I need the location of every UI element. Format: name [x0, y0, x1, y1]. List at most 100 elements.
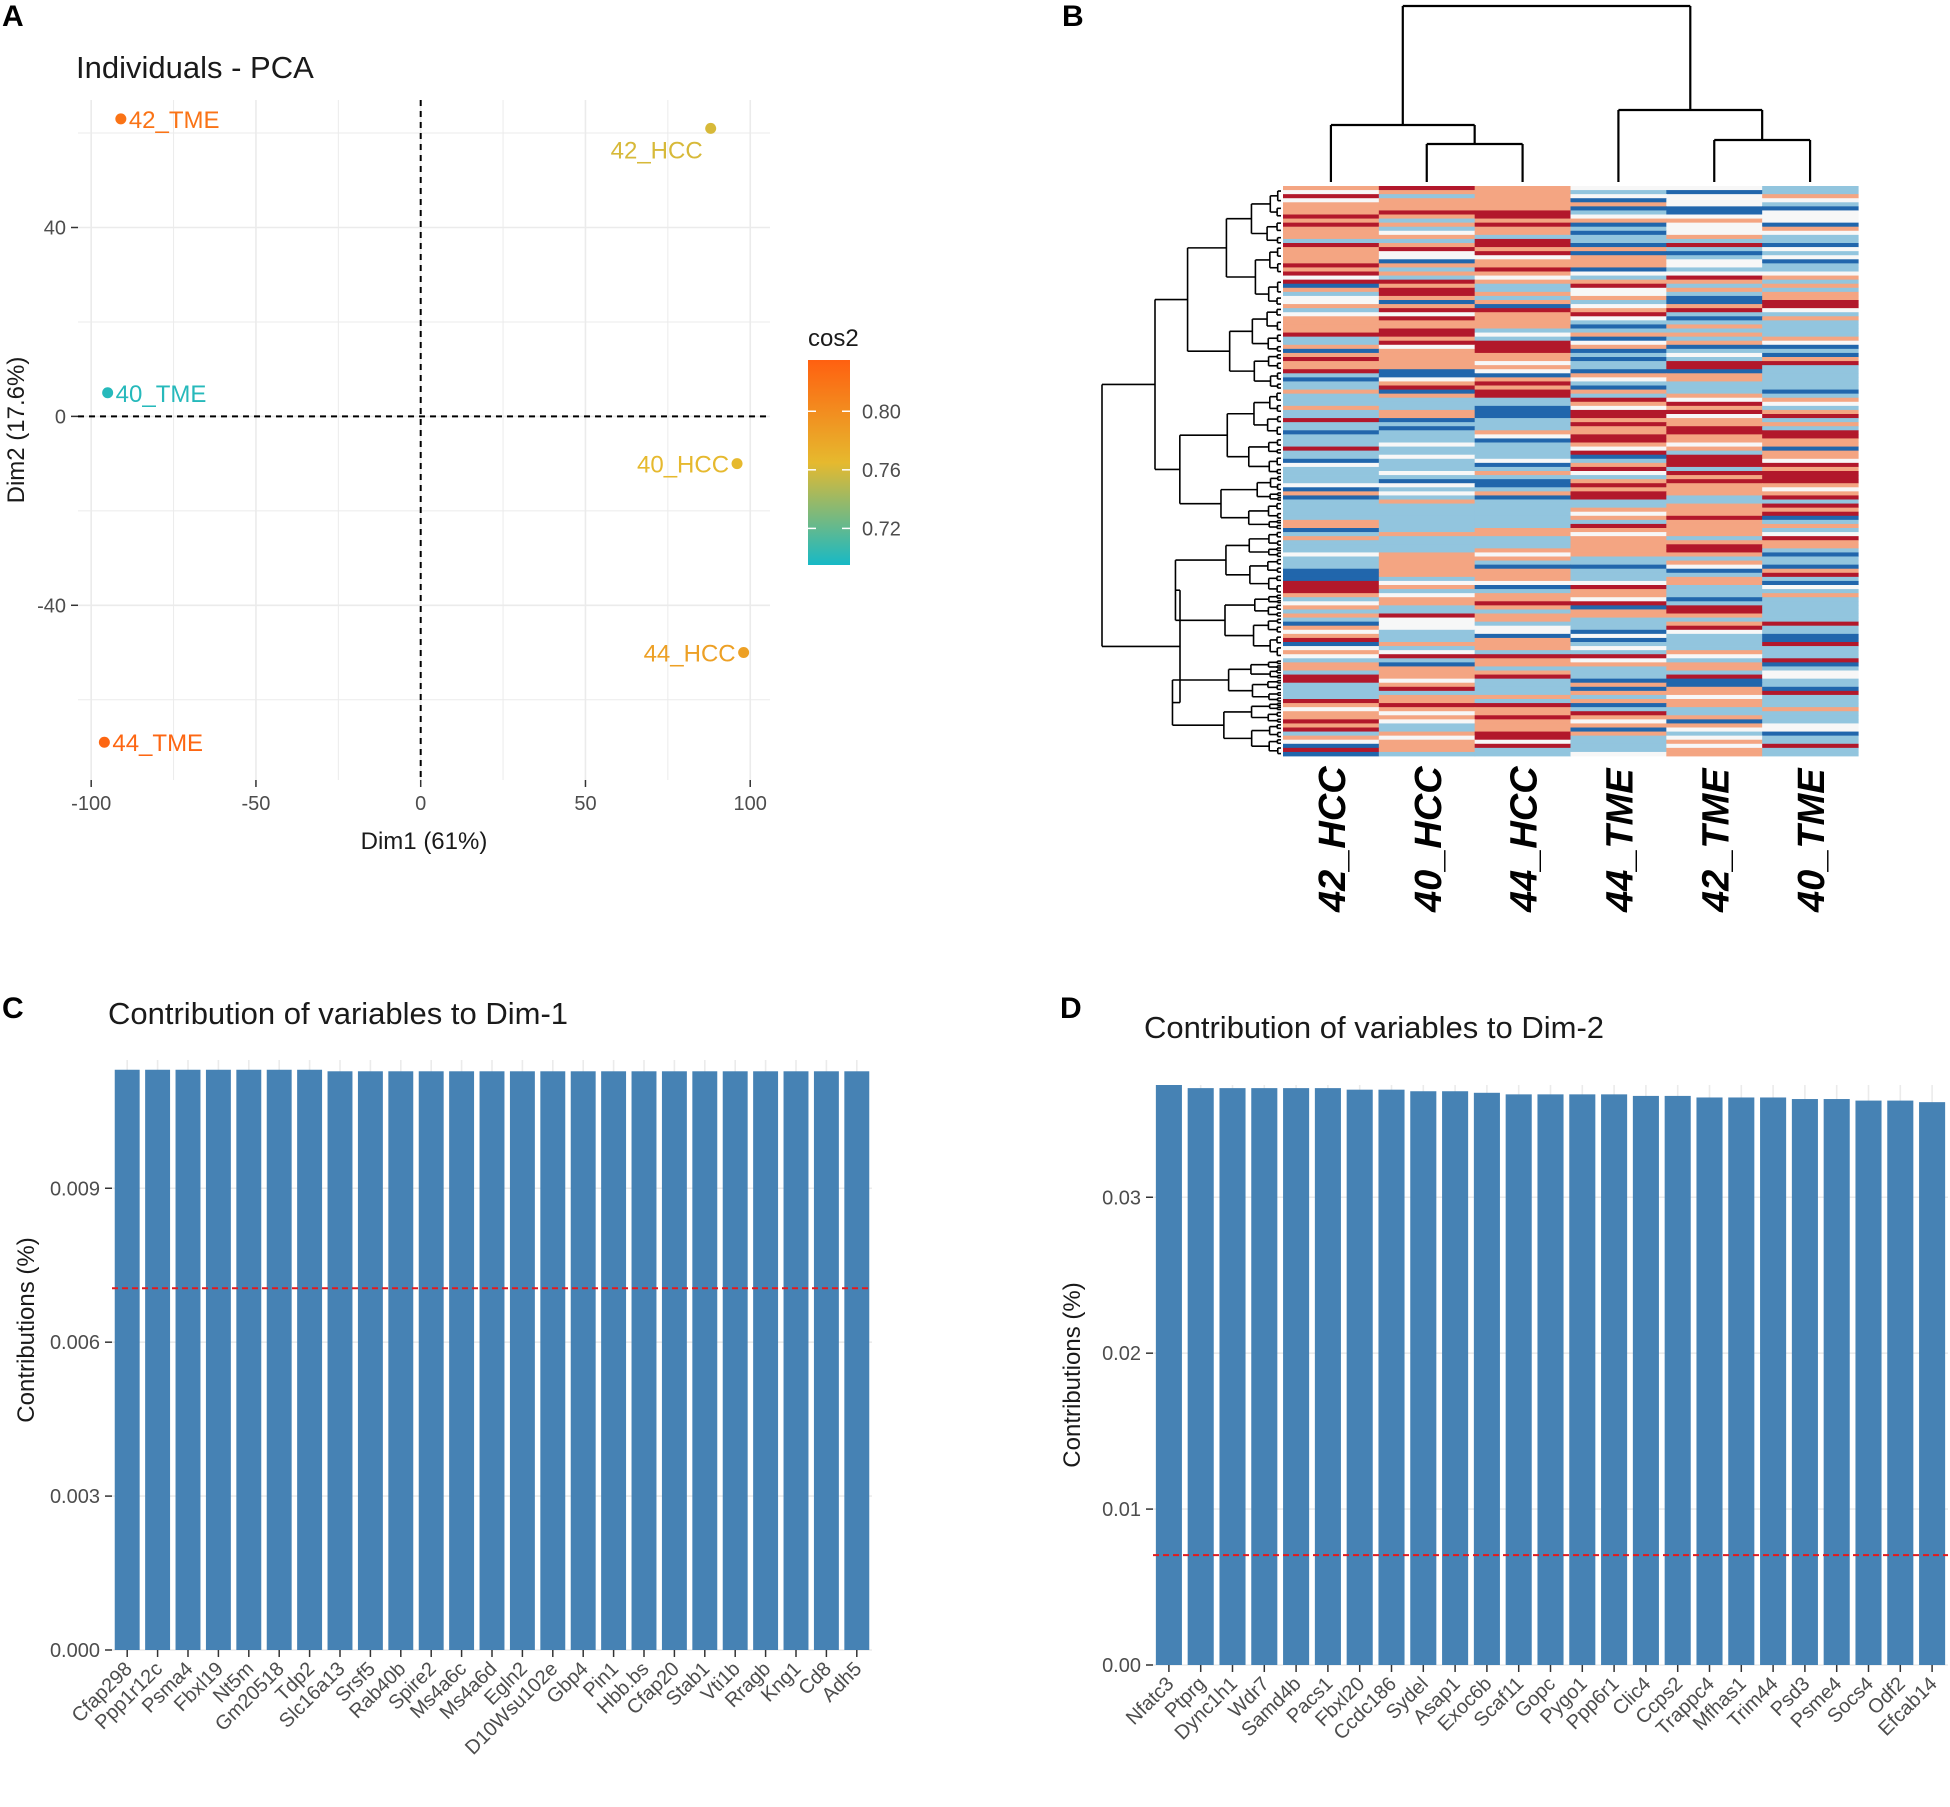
heatmap-cell — [1666, 625, 1763, 631]
heatmap-cell — [1666, 723, 1763, 728]
heatmap-cell — [1570, 637, 1667, 643]
heatmap-cell — [1283, 711, 1380, 716]
heatmap-cell — [1378, 389, 1476, 395]
heatmap-cell — [1762, 642, 1859, 647]
heatmap-cell — [1666, 405, 1763, 411]
heatmap-cell — [1570, 743, 1667, 749]
heatmap-cell — [1570, 544, 1667, 549]
heatmap-cell — [1762, 605, 1859, 610]
heatmap-cell — [1283, 295, 1380, 301]
heatmap-cell — [1762, 536, 1859, 541]
heatmap-cell — [1762, 658, 1859, 663]
heatmap-cell — [1378, 234, 1476, 240]
heatmap-cell — [1762, 568, 1859, 574]
heatmap-cell — [1570, 723, 1667, 728]
dim1-y-axis-title: Contributions (%) — [13, 1237, 40, 1422]
dim2-bar — [1728, 1097, 1755, 1665]
heatmap-cell — [1570, 218, 1667, 224]
dim1-bar — [692, 1071, 718, 1650]
heatmap-cell — [1762, 373, 1859, 378]
heatmap-cell — [1474, 719, 1572, 724]
heatmap-cell — [1762, 751, 1859, 757]
heatmap-cell — [1666, 637, 1763, 643]
heatmap-cell — [1570, 414, 1667, 419]
heatmap-cell — [1666, 589, 1763, 594]
heatmap-cell — [1283, 405, 1380, 411]
heatmap-cell — [1474, 304, 1572, 309]
heatmap-cell — [1378, 731, 1476, 737]
heatmap-cell — [1570, 532, 1667, 537]
heatmap-cell — [1570, 283, 1667, 289]
heatmap-cell — [1666, 495, 1763, 500]
heatmap-cell — [1762, 646, 1859, 651]
heatmap-cell — [1762, 458, 1859, 464]
heatmap-sample-label: 44_TME — [1599, 767, 1641, 913]
heatmap-cell — [1762, 426, 1859, 431]
heatmap-cell — [1570, 503, 1667, 509]
heatmap-cell — [1378, 304, 1476, 309]
heatmap-cell — [1474, 328, 1572, 333]
dim1-bar — [297, 1069, 323, 1650]
heatmap-cell — [1570, 593, 1667, 598]
heatmap-cell — [1474, 674, 1572, 680]
heatmap-cell — [1570, 418, 1667, 423]
heatmap-cell — [1283, 377, 1380, 382]
heatmap-cell — [1378, 609, 1476, 614]
heatmap-cell — [1762, 556, 1859, 561]
heatmap-cell — [1378, 251, 1476, 256]
heatmap-cell — [1378, 230, 1476, 236]
heatmap-cell — [1570, 328, 1667, 333]
heatmap-cell — [1283, 202, 1380, 207]
heatmap-cell — [1283, 324, 1380, 329]
heatmap-cell — [1570, 466, 1667, 472]
heatmap-cell — [1283, 393, 1380, 399]
heatmap-cell — [1762, 629, 1859, 635]
heatmap-cell — [1283, 523, 1380, 529]
cos2-tick-label: 0.76 — [862, 460, 901, 482]
heatmap-cell — [1378, 471, 1476, 476]
heatmap-cell — [1378, 206, 1476, 211]
heatmap-cell — [1570, 483, 1667, 488]
heatmap-cell — [1378, 483, 1476, 488]
heatmap-cell — [1474, 320, 1572, 325]
heatmap-cell — [1762, 369, 1859, 374]
heatmap-cell — [1762, 438, 1859, 443]
heatmap-cell — [1474, 418, 1572, 423]
heatmap-cell — [1378, 418, 1476, 423]
heatmap-cell — [1570, 401, 1667, 407]
dim1-bar — [631, 1071, 657, 1650]
dim1-y-tick-label: 0.006 — [50, 1332, 100, 1354]
heatmap-cell — [1474, 267, 1572, 272]
heatmap-cell — [1283, 328, 1380, 333]
heatmap-cell — [1762, 320, 1859, 325]
heatmap-cell — [1570, 727, 1667, 732]
heatmap-cell — [1474, 300, 1572, 305]
heatmap-cell — [1762, 365, 1859, 370]
heatmap-cell — [1570, 707, 1667, 712]
heatmap-cell — [1666, 715, 1763, 720]
heatmap-cell — [1283, 658, 1380, 663]
heatmap-cell — [1762, 515, 1859, 521]
heatmap-cell — [1762, 491, 1859, 496]
heatmap-cell — [1570, 210, 1667, 215]
heatmap-cell — [1474, 186, 1572, 191]
heatmap-cell — [1283, 458, 1380, 464]
heatmap-cell — [1666, 711, 1763, 716]
heatmap-cell — [1762, 589, 1859, 594]
heatmap-cell — [1666, 409, 1763, 415]
heatmap-cell — [1378, 544, 1476, 549]
heatmap-cell — [1378, 210, 1476, 215]
heatmap-cell — [1762, 466, 1859, 472]
heatmap-cell — [1666, 727, 1763, 732]
heatmap-cell — [1570, 275, 1667, 281]
heatmap-cell — [1570, 255, 1667, 260]
dim2-bar — [1632, 1095, 1659, 1665]
heatmap-cell — [1474, 271, 1572, 276]
heatmap-cell — [1570, 446, 1667, 452]
heatmap-cell — [1762, 532, 1859, 537]
heatmap-cell — [1474, 275, 1572, 281]
heatmap-cell — [1283, 263, 1380, 268]
heatmap-cell — [1762, 434, 1859, 439]
heatmap-cell — [1378, 336, 1476, 342]
dim2-bar — [1855, 1100, 1882, 1665]
